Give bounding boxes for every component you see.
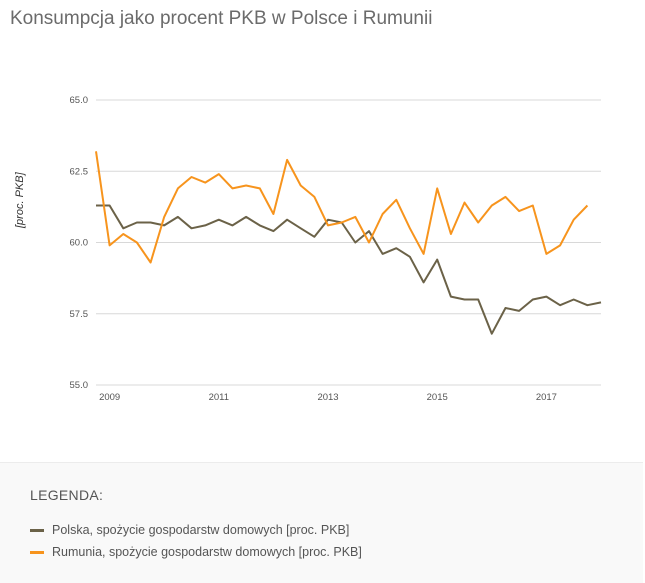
y-tick-label: 55.0 xyxy=(70,380,89,391)
x-tick-label: 2011 xyxy=(209,392,229,403)
chart-title: Konsumpcja jako procent PKB w Polsce i R… xyxy=(10,8,433,29)
x-tick-label: 2013 xyxy=(317,392,338,403)
legend-swatch-rumunia xyxy=(30,550,44,554)
y-tick-label: 65.0 xyxy=(70,95,89,106)
series-lines xyxy=(95,151,602,335)
y-tick-label: 60.0 xyxy=(70,238,89,249)
chart-canvas: 65.0 62.5 60.0 57.5 55.0 2009 2011 2013 2015 201… xyxy=(70,95,602,403)
legend-title: LEGENDA: xyxy=(30,487,104,503)
x-tick-labels: 2009 2011 2013 2015 2017 xyxy=(99,392,557,403)
legend-item-polska[interactable]: Polska, spożycie gospodarstw domowych [p… xyxy=(30,523,349,537)
y-axis-label: [proc. PKB] xyxy=(14,172,26,228)
y-tick-label: 62.5 xyxy=(70,166,89,177)
legend-label-rumunia: Rumunia, spożycie gospodarstw domowych [… xyxy=(52,545,362,559)
x-tick-label: 2017 xyxy=(536,392,557,403)
legend-label-polska: Polska, spożycie gospodarstw domowych [p… xyxy=(52,523,350,537)
x-tick-label: 2009 xyxy=(99,392,120,403)
gridlines xyxy=(96,99,601,386)
legend-swatch-polska xyxy=(30,528,44,532)
y-tick-label: 57.5 xyxy=(70,309,89,320)
legend-item-rumunia[interactable]: Rumunia, spożycie gospodarstw domowych [… xyxy=(30,545,362,559)
legend: LEGENDA: Polska, spożycie gospodarstw do… xyxy=(0,462,643,583)
series-line-polska[interactable] xyxy=(96,204,602,335)
series-line-rumunia[interactable] xyxy=(95,151,589,264)
y-tick-labels: 65.0 62.5 60.0 57.5 55.0 xyxy=(70,95,89,391)
x-tick-label: 2015 xyxy=(427,392,448,403)
